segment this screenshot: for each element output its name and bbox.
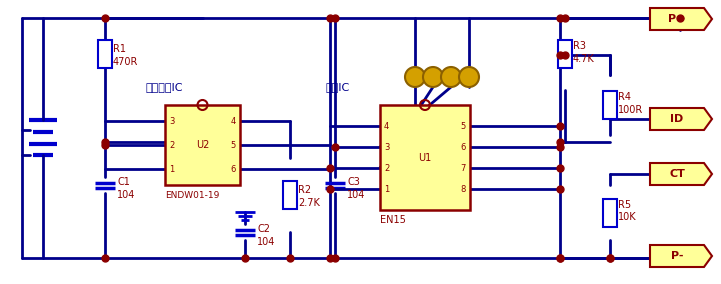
Circle shape: [405, 67, 425, 87]
Text: R5: R5: [618, 199, 631, 210]
Text: R3: R3: [573, 41, 586, 51]
Text: 4: 4: [384, 122, 389, 131]
Text: R2: R2: [298, 185, 311, 195]
Polygon shape: [650, 163, 712, 185]
Bar: [558, 40, 572, 68]
Text: 470R: 470R: [113, 57, 138, 67]
Text: 2: 2: [169, 141, 174, 149]
Text: U2: U2: [196, 140, 209, 150]
Text: C2: C2: [257, 224, 270, 234]
Text: R1: R1: [113, 44, 126, 54]
Bar: [283, 181, 297, 209]
Bar: [98, 40, 112, 68]
Text: 3: 3: [384, 143, 389, 151]
Text: 1: 1: [384, 185, 389, 193]
Bar: [603, 199, 617, 227]
Polygon shape: [650, 245, 712, 267]
Text: P+: P+: [668, 14, 686, 24]
Text: EN15: EN15: [380, 215, 406, 225]
Text: C1: C1: [117, 177, 130, 187]
Text: 6: 6: [231, 164, 236, 174]
Text: 1: 1: [169, 164, 174, 174]
Text: 104: 104: [257, 237, 275, 247]
Text: 7: 7: [461, 164, 466, 172]
Text: 4: 4: [231, 116, 236, 126]
Text: U1: U1: [418, 153, 432, 162]
Text: C3: C3: [347, 177, 360, 187]
Text: 3: 3: [169, 116, 174, 126]
Text: 主控IC: 主控IC: [325, 82, 349, 92]
Polygon shape: [650, 108, 712, 130]
Text: 2: 2: [384, 164, 389, 172]
Text: ENDW01-19: ENDW01-19: [165, 191, 219, 199]
Circle shape: [441, 67, 461, 87]
Text: 100R: 100R: [618, 105, 643, 115]
Text: 10K: 10K: [618, 212, 637, 222]
Bar: [165, 105, 240, 185]
Text: P-: P-: [671, 251, 684, 261]
Text: R4: R4: [618, 92, 631, 102]
Text: CT: CT: [669, 169, 685, 179]
Bar: [380, 105, 470, 210]
Circle shape: [423, 67, 443, 87]
Text: 电池保护IC: 电池保护IC: [145, 82, 182, 92]
Text: 2.7K: 2.7K: [298, 198, 320, 208]
Text: ID: ID: [671, 114, 684, 124]
Text: 8: 8: [461, 185, 466, 193]
Text: 4.7K: 4.7K: [573, 54, 595, 64]
Text: 5: 5: [461, 122, 466, 131]
Text: 6: 6: [461, 143, 466, 151]
Bar: [603, 91, 617, 119]
Text: 5: 5: [231, 141, 236, 149]
Polygon shape: [650, 8, 712, 30]
Text: 104: 104: [117, 190, 136, 200]
Circle shape: [459, 67, 479, 87]
Text: 104: 104: [347, 190, 366, 200]
